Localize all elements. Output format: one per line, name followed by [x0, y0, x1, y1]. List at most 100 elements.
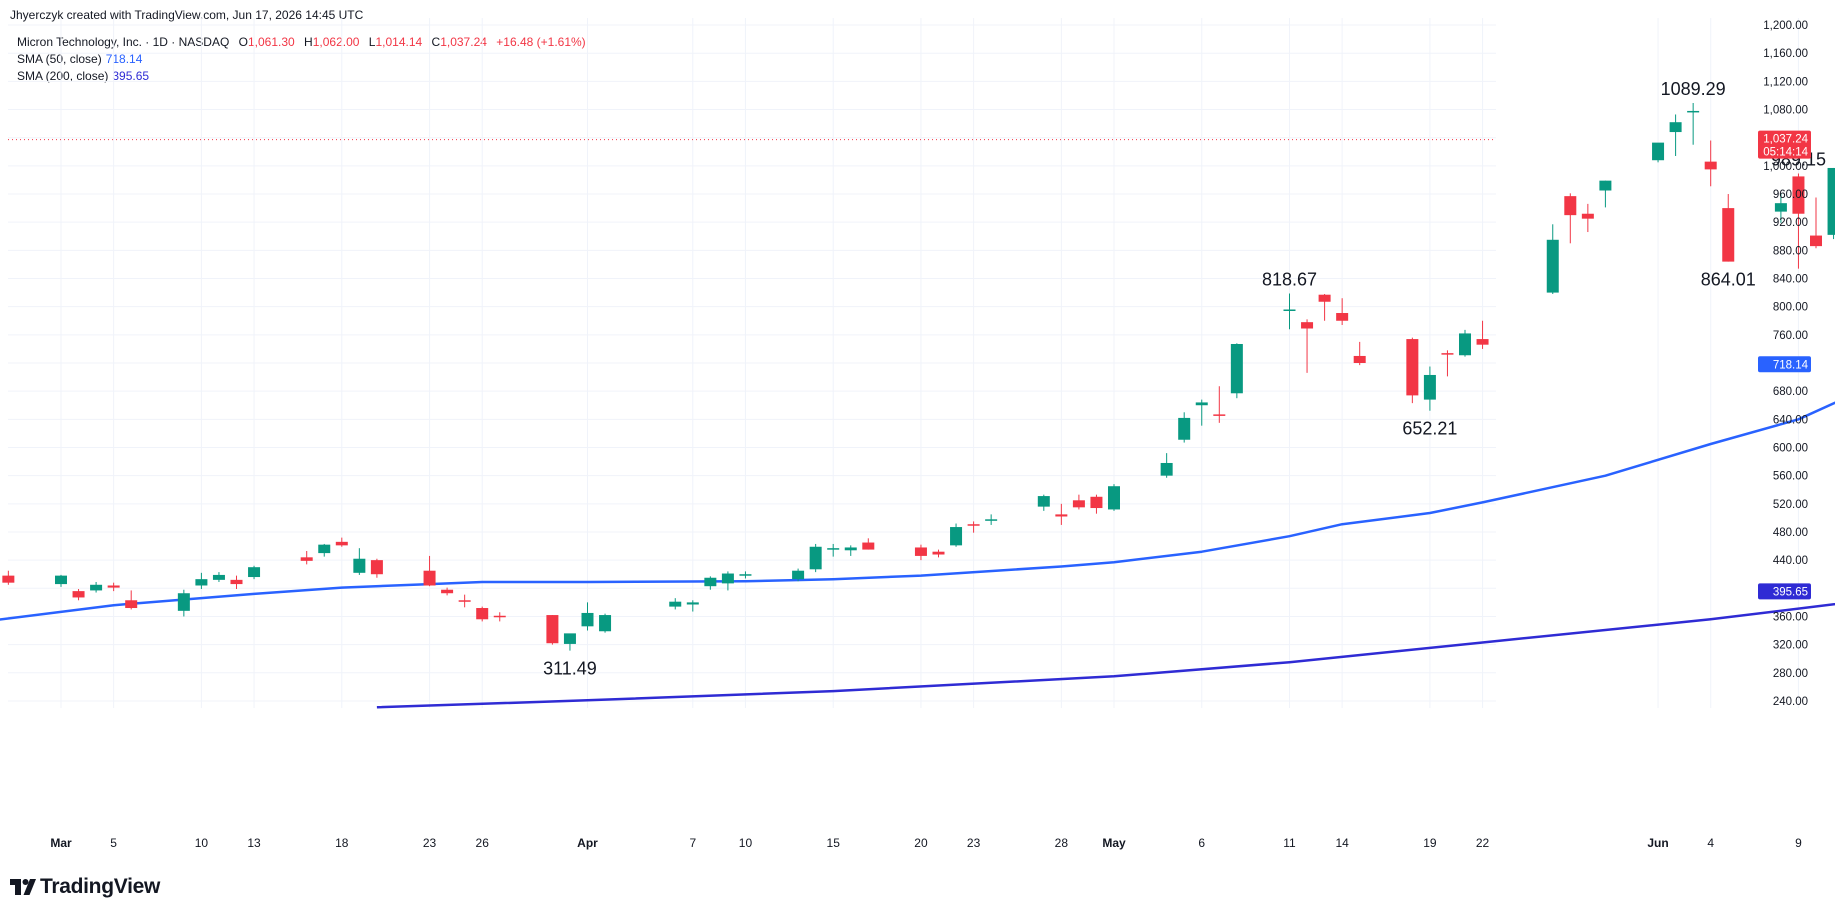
- candle[interactable]: [1669, 114, 1682, 156]
- candle[interactable]: [739, 571, 752, 579]
- candle[interactable]: [844, 545, 857, 556]
- candle[interactable]: [862, 538, 875, 550]
- candle[interactable]: [1213, 386, 1226, 423]
- high-key: H: [304, 35, 313, 49]
- candle[interactable]: [1546, 224, 1559, 294]
- candle[interactable]: [423, 555, 436, 587]
- candle[interactable]: [1704, 140, 1717, 187]
- candle[interactable]: [563, 633, 576, 651]
- x-tick-label: 11: [1283, 836, 1296, 850]
- candle[interactable]: [827, 543, 840, 557]
- candle[interactable]: [1108, 484, 1120, 511]
- y-tick-label: 760.00: [1773, 330, 1808, 342]
- candle[interactable]: [669, 598, 682, 610]
- candle[interactable]: [248, 565, 261, 580]
- candle-body: [1336, 313, 1349, 321]
- candle[interactable]: [1722, 194, 1735, 262]
- candle[interactable]: [1318, 294, 1331, 321]
- candle[interactable]: [1037, 494, 1050, 511]
- sma50-legend-row[interactable]: SMA (50, close) 718.14: [17, 51, 586, 68]
- candlestick-series[interactable]: [0, 88, 1835, 651]
- candle[interactable]: [1476, 320, 1489, 349]
- candle[interactable]: [458, 594, 471, 608]
- candle[interactable]: [1423, 366, 1436, 411]
- candle-body: [300, 557, 313, 561]
- candle[interactable]: [107, 582, 120, 592]
- candle[interactable]: [493, 612, 506, 622]
- candle[interactable]: [1353, 341, 1366, 366]
- candle-body: [1423, 374, 1436, 400]
- candle[interactable]: [1581, 203, 1594, 233]
- candle[interactable]: [1072, 494, 1085, 510]
- candle-body: [1564, 196, 1577, 216]
- candle-body: [1160, 462, 1173, 476]
- candle[interactable]: [72, 589, 85, 601]
- candle[interactable]: [581, 602, 594, 631]
- candle[interactable]: [686, 600, 699, 612]
- candle[interactable]: [90, 581, 103, 593]
- candle[interactable]: [177, 589, 190, 617]
- candle[interactable]: [1564, 193, 1577, 244]
- candle[interactable]: [1441, 350, 1454, 377]
- candle[interactable]: [2, 570, 15, 585]
- candle[interactable]: [1301, 319, 1314, 373]
- symbol-label[interactable]: Micron Technology, Inc. · 1D · NASDAQ: [17, 35, 230, 49]
- candle[interactable]: [1687, 102, 1700, 145]
- candle[interactable]: [1230, 343, 1243, 399]
- y-tick-label: 360.00: [1773, 611, 1808, 623]
- candle[interactable]: [809, 543, 822, 573]
- candle[interactable]: [932, 549, 945, 558]
- candle[interactable]: [212, 572, 225, 582]
- candle[interactable]: [476, 606, 489, 622]
- candle[interactable]: [1792, 173, 1805, 269]
- candle[interactable]: [195, 572, 208, 590]
- time-axis[interactable]: Mar 5 10 13 18 23 26 Apr 7 10 15 20 23 28 May 6 11 14 19 22…: [50, 836, 1835, 850]
- candle[interactable]: [1827, 167, 1835, 240]
- x-tick-label: 26: [476, 836, 490, 850]
- candle-body: [1669, 122, 1682, 133]
- candle[interactable]: [1336, 298, 1349, 325]
- candle[interactable]: [441, 587, 454, 596]
- candle-body: [107, 585, 120, 588]
- candle-body: [125, 600, 138, 609]
- candle[interactable]: [1774, 193, 1787, 223]
- candle[interactable]: [721, 571, 734, 591]
- candle[interactable]: [985, 514, 998, 525]
- tradingview-logo[interactable]: TradingView: [10, 875, 160, 899]
- candle[interactable]: [1652, 142, 1665, 163]
- candle[interactable]: [300, 550, 313, 565]
- axis-price-badge-text: 1,037.24: [1763, 134, 1808, 146]
- y-tick-label: 960.00: [1773, 189, 1808, 201]
- candle[interactable]: [546, 615, 559, 645]
- candle[interactable]: [1283, 293, 1296, 330]
- price-axis[interactable]: 240.00280.00320.00360.00400.00440.00480.…: [1758, 20, 1811, 708]
- candle[interactable]: [318, 543, 331, 557]
- candle[interactable]: [125, 590, 138, 610]
- candle[interactable]: [1810, 197, 1822, 249]
- candle[interactable]: [1160, 453, 1173, 478]
- sma200-legend-row[interactable]: SMA (200, close) 395.65: [17, 68, 586, 85]
- candle[interactable]: [1406, 337, 1419, 404]
- candle[interactable]: [792, 568, 805, 582]
- open-value: 1,061.30: [247, 35, 295, 49]
- price-annotation-label: 864.01: [1701, 270, 1756, 290]
- candle[interactable]: [599, 613, 612, 633]
- candle[interactable]: [335, 537, 348, 547]
- candle[interactable]: [1178, 412, 1191, 443]
- candle[interactable]: [370, 558, 383, 578]
- candle[interactable]: [1459, 329, 1471, 357]
- candle[interactable]: [967, 521, 980, 533]
- tradingview-wordmark: TradingView: [40, 875, 161, 898]
- candle[interactable]: [1055, 503, 1068, 525]
- candle[interactable]: [704, 576, 717, 590]
- ohlc-legend-row[interactable]: Micron Technology, Inc. · 1D · NASDAQ O1…: [17, 34, 586, 51]
- candle[interactable]: [353, 548, 366, 575]
- candle[interactable]: [950, 523, 963, 547]
- candle[interactable]: [1090, 494, 1103, 514]
- candle[interactable]: [230, 575, 243, 590]
- candle[interactable]: [914, 544, 927, 561]
- candle[interactable]: [55, 574, 67, 587]
- candle[interactable]: [1195, 399, 1208, 426]
- candle[interactable]: [1599, 180, 1612, 208]
